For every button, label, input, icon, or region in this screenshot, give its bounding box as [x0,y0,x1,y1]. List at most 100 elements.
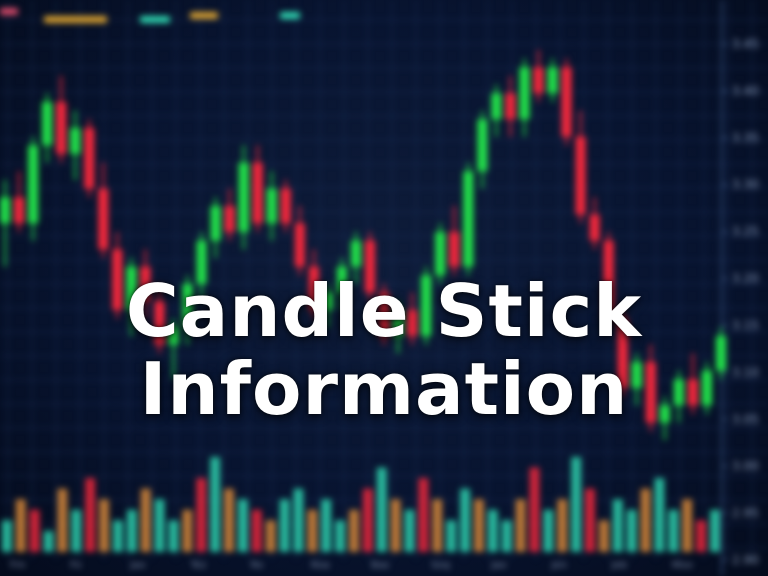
volume-bar [585,488,595,552]
candle-bullish [0,197,11,224]
volume-bar [612,499,623,552]
candle-bullish [70,128,81,154]
price-tick-label: 3.25 [732,225,759,239]
candle-bullish [715,336,727,371]
candle-bullish [322,292,333,310]
headline: Candle Stick Information [0,272,768,428]
price-tick-label: 3.35 [732,131,759,145]
volume-bar [154,499,165,552]
candle-bearish [407,310,418,336]
date-tick-label: Jao [129,560,145,571]
candle-bullish [477,119,488,172]
volume-bar [696,520,706,552]
volume-bar [71,509,82,552]
volume-bar [265,520,276,552]
candle-bullish [631,362,642,388]
candle-bearish [575,136,586,215]
volume-bar [682,499,693,552]
price-tick-label: 3.40 [732,84,759,98]
candle-bearish [589,214,600,241]
candle-bullish [28,145,39,224]
date-tick-label: Jeb [611,560,627,571]
headline-line-2: Information [139,347,629,431]
candle-bearish [533,67,544,94]
candle-bullish [42,102,53,146]
volume-bar [474,499,484,552]
volume-bar [404,509,415,552]
volume-bar [99,499,109,552]
date-tick-label: Soq [431,560,450,571]
candles [0,50,727,440]
candle-bullish [673,379,684,406]
volume-bar [487,509,498,552]
ticker-mark [190,12,218,19]
volume-bar [668,509,679,552]
candle-bearish [617,318,628,388]
volume-bar [376,467,387,552]
volume-bar [321,499,332,552]
candle-bullish [182,284,193,328]
price-tick-label: 3.00 [732,459,759,473]
volume-bar [2,520,12,552]
candle-bullish [266,188,277,224]
volume-bar [543,509,554,552]
candle-bearish [561,67,572,137]
price-tick-label: 3.10 [732,365,759,379]
price-tick-label: 2.95 [732,506,759,520]
candle-bearish [280,188,291,224]
volume-bar [29,509,40,552]
date-axis: Fm Fo Jao Tez Ro Roa Bas Soq Jao Jen Jeb Moo [10,560,693,571]
volume-bar [335,520,345,552]
volume-bar [515,499,526,552]
candle-bullish [519,67,530,120]
ticker-mark [95,16,107,23]
volume-bar [224,488,234,552]
volume-bar [710,509,720,552]
ticker-mark [140,16,170,23]
date-tick-label: Fo [70,560,82,571]
candle-bearish [56,102,67,154]
volume-bar [418,478,429,552]
date-tick-label: Bas [371,560,389,571]
candle-bullish [463,171,474,267]
candle-bullish [491,93,502,120]
volume-bar [43,530,54,552]
ticker-mark [280,12,300,19]
volume-bar [501,520,512,552]
date-tick-label: Jen [551,560,567,571]
volume-bar [210,457,220,552]
volume-bar [279,499,290,552]
volume-bar [168,520,179,552]
date-tick-label: Roa [311,560,330,571]
candle-bearish [154,301,165,345]
candle-bearish [308,266,319,310]
volume-bar [390,499,401,552]
candle-bearish [687,379,698,406]
candle-bearish [364,240,376,293]
volume-bar [446,520,457,552]
candle-bullish [393,310,404,336]
ticker-mark [0,8,18,15]
volume-bar [571,457,581,552]
candle-bullish [196,240,207,284]
candle-bullish [435,232,446,276]
volume-bar [432,499,443,552]
price-tick-label: 3.15 [732,318,759,332]
candle-bearish [140,266,151,302]
candle-bullish [126,266,137,310]
volume-bar [349,509,359,552]
volume-bar [57,488,68,552]
candle-bearish [252,162,263,224]
ticker-mark [44,16,104,23]
volume-bar [529,467,540,552]
price-axis: 3.45 3.40 3.35 3.30 3.25 3.20 3.15 3.10 3.05 3.00… [722,37,759,567]
candle-bearish [224,206,235,232]
volume-bar [557,499,568,552]
volume-bar [640,488,651,552]
candle-bearish [645,362,656,423]
price-tick-label: 3.20 [732,272,759,286]
